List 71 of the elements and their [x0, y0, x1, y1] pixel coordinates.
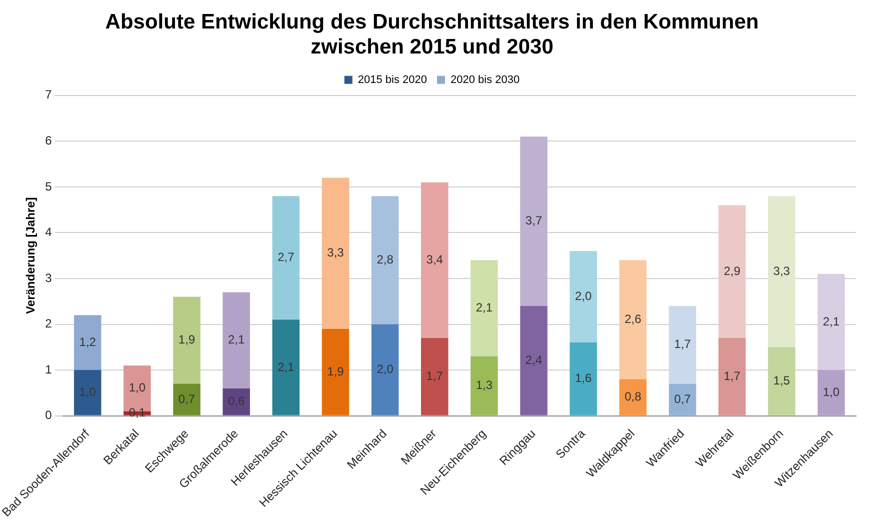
data-label: 0,7: [674, 392, 692, 406]
data-label: 1,7: [724, 368, 741, 383]
data-label: 0,7: [178, 392, 196, 406]
data-label: 2,1: [822, 314, 840, 328]
text: zwischen 2015 und 2030: [310, 36, 554, 59]
y-axis-title: Veränderung [Jahre]: [23, 197, 38, 314]
y-tick-label: 2: [45, 316, 52, 331]
data-label: 1,9: [178, 332, 196, 347]
bar: [272, 320, 300, 416]
data-label: 1,5: [773, 374, 790, 388]
bar: [520, 136, 548, 306]
data-label: 1,7: [674, 337, 692, 352]
y-tick-label: 4: [45, 225, 52, 240]
bar: [668, 306, 696, 384]
data-label: 0,8: [624, 390, 642, 404]
data-label: 1,7: [426, 368, 444, 383]
data-label: 2,9: [724, 264, 741, 278]
bar: [520, 306, 548, 416]
bar: [570, 342, 597, 416]
bar: [222, 388, 250, 416]
bar: [768, 196, 796, 348]
data-label: 1,6: [575, 371, 592, 386]
bar: [768, 347, 796, 416]
legend-label: 2020 bis 2030: [450, 74, 520, 86]
bar: [371, 196, 399, 324]
y-tick-label: 5: [45, 179, 52, 194]
bar: [322, 328, 350, 416]
data-label: 2,8: [376, 252, 394, 266]
bar: [421, 182, 448, 338]
data-label: 1,0: [128, 380, 146, 395]
bar: [619, 260, 647, 380]
data-label: 2,1: [476, 300, 493, 315]
bar: [74, 370, 102, 416]
data-label: 1,0: [822, 384, 840, 399]
data-label: 1,0: [79, 384, 96, 399]
bar: [371, 324, 399, 416]
bar: [173, 296, 200, 384]
data-label: 3,3: [773, 264, 790, 278]
bar: [619, 379, 647, 416]
bar: [570, 251, 597, 343]
legend-label: 2015 bis 2020: [358, 74, 428, 86]
y-tick-label: 1: [45, 362, 52, 376]
bar: [818, 274, 845, 370]
y-tick-label: 6: [45, 133, 52, 148]
data-label: 0,6: [228, 394, 246, 408]
bar: [718, 205, 746, 338]
data-label: 3,4: [426, 252, 444, 266]
y-tick-label: 0: [45, 408, 52, 422]
bar: [470, 356, 498, 416]
data-label: 2,7: [278, 250, 295, 264]
text: Absolute Entwicklung des Durchschnittsalters in den Kommunen: [105, 10, 759, 34]
data-label: 3,7: [525, 214, 542, 228]
y-tick-label: 3: [45, 270, 52, 285]
data-label: 1,2: [79, 334, 96, 349]
data-label: 1,3: [476, 378, 493, 392]
bar: [421, 338, 448, 416]
y-tick-label: 7: [45, 88, 52, 102]
data-label: 2,0: [376, 362, 394, 376]
data-label: 2,1: [278, 360, 295, 374]
data-label: 1,9: [327, 364, 344, 378]
bar: [173, 384, 200, 416]
bar: [74, 315, 102, 370]
bar: [470, 260, 498, 356]
bar: [668, 384, 696, 416]
bar: [272, 196, 300, 320]
data-label: 3,3: [327, 246, 344, 260]
data-label: 2,4: [525, 352, 542, 367]
data-label: 2,0: [575, 289, 592, 304]
bar: [322, 178, 350, 329]
data-label: 2,1: [228, 332, 246, 347]
data-label: 2,6: [624, 312, 642, 326]
